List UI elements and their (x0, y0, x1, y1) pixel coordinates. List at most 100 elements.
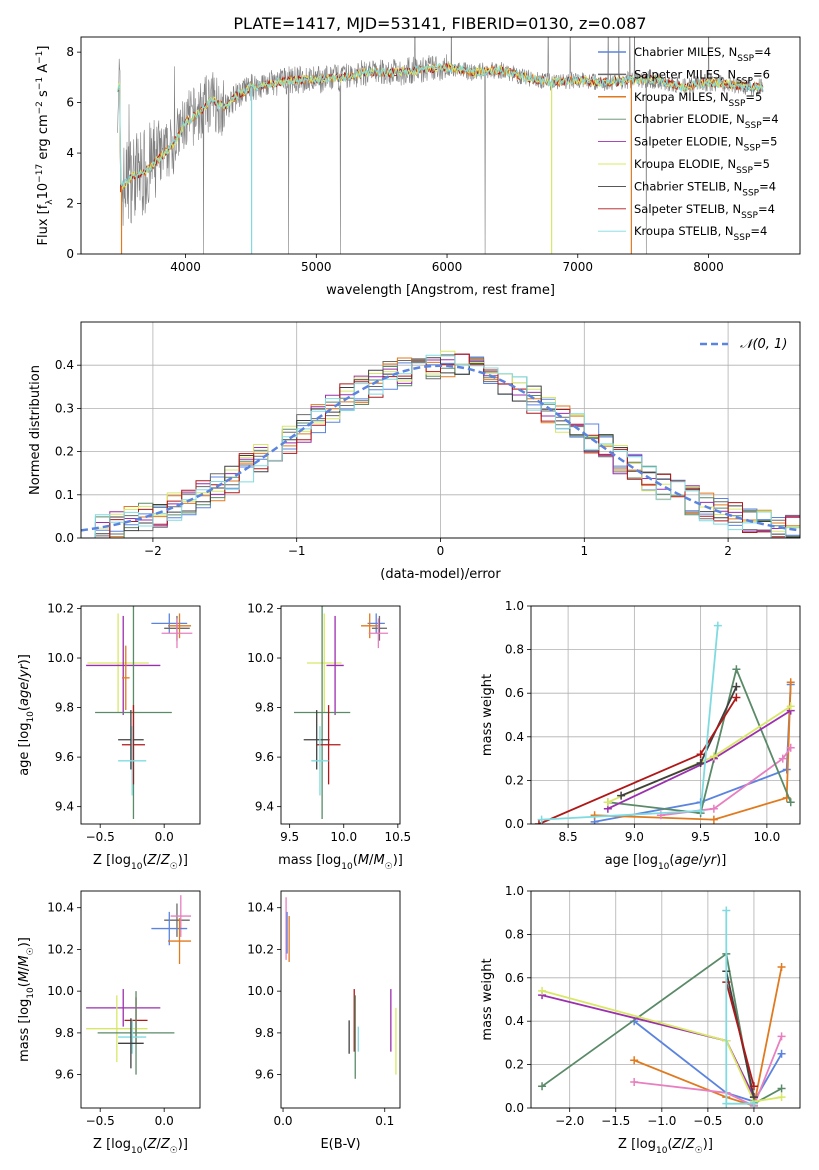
axes-frame (280, 890, 401, 1109)
x-tick-label: 2 (724, 544, 732, 558)
y-tick-label: 1.0 (505, 599, 524, 613)
legend-entry: Salpeter ELODIE, NSSP=5 (634, 135, 777, 154)
y-tick-label: 0.1 (55, 488, 74, 502)
weight-marker (777, 1049, 786, 1058)
x-tick-label: 8.5 (559, 830, 578, 844)
x-axis-label: mass [log10(M/M☉)] (278, 853, 403, 872)
weight-marker (786, 798, 795, 807)
y-tick-label: 10.0 (47, 984, 74, 998)
legend-entry: Salpeter STELIB, NSSP=4 (634, 202, 775, 221)
y-axis-label: Normed distribution (28, 365, 43, 495)
x-tick-label: 9.0 (625, 830, 644, 844)
x-tick-label: −2.0 (555, 1114, 584, 1128)
y-tick-label: 10.2 (47, 942, 74, 956)
weight-marker (617, 791, 626, 800)
y-tick-label: 9.6 (55, 1068, 74, 1082)
x-tick-label: 0.1 (375, 1114, 394, 1128)
weight-marker (732, 665, 741, 674)
weight-series (633, 966, 783, 1107)
weight-marker (749, 1099, 758, 1108)
weight-series (541, 989, 782, 1103)
y-tick-label: 0.0 (505, 817, 524, 831)
weight-marker (777, 1032, 786, 1041)
weight-series (541, 952, 783, 1106)
axes-frame (80, 605, 201, 825)
weight-marker (732, 682, 741, 691)
x-tick-label: 10.0 (754, 830, 781, 844)
weight-marker (538, 986, 547, 995)
weight-series (607, 709, 792, 810)
weight-marker (696, 758, 705, 767)
x-tick-label: 7000 (562, 260, 593, 274)
y-axis-label: mass weight (480, 958, 495, 1040)
axes-frame (530, 605, 801, 825)
axes-frame (80, 890, 201, 1109)
y-tick-label: 10.0 (247, 651, 274, 665)
spectrum-lines (117, 37, 764, 254)
weight-marker (696, 806, 705, 815)
y-tick-label: 2 (66, 197, 74, 211)
x-axis-label: Z [log10(Z/Z☉)] (93, 853, 188, 872)
weight-marker (590, 811, 599, 820)
weight-marker (709, 815, 718, 824)
legend-entry: Chabrier ELODIE, NSSP=4 (634, 112, 779, 131)
x-tick-label: −2 (144, 544, 162, 558)
y-tick-label: 8 (66, 45, 74, 59)
y-tick-label: 9.6 (55, 750, 74, 764)
x-axis-label: age [log10(age/yr)] (605, 853, 727, 872)
model-spectrum (117, 63, 764, 187)
weight-marker (709, 804, 718, 813)
y-tick-label: 0.8 (505, 927, 524, 941)
weight-series (633, 1020, 783, 1103)
x-tick-label: −1 (288, 544, 306, 558)
y-tick-label: 0.2 (505, 1058, 524, 1072)
y-axis-label: mass weight (480, 674, 495, 756)
x-tick-label: 1 (580, 544, 588, 558)
x-tick-label: −0.5 (86, 1114, 115, 1128)
x-axis-label: (data-model)/error (380, 567, 501, 582)
weight-marker (786, 743, 795, 752)
y-tick-label: 0.2 (505, 773, 524, 787)
y-tick-label: 10.0 (247, 984, 274, 998)
weight-marker (538, 1082, 547, 1091)
weight-marker (778, 754, 787, 763)
x-tick-label: 0.0 (744, 1114, 763, 1128)
weight-series (594, 682, 792, 821)
weight-marker (713, 621, 722, 630)
legend-entry: Chabrier MILES, NSSP=4 (634, 45, 771, 64)
x-tick-label: 0 (437, 544, 445, 558)
weight-marker (777, 962, 786, 971)
y-tick-label: 0.0 (505, 1101, 524, 1115)
weight-marker (696, 750, 705, 759)
errorbars (86, 895, 192, 1075)
y-tick-label: 10.4 (47, 901, 74, 915)
weight-series (725, 981, 755, 1087)
y-tick-label: 6 (66, 96, 74, 110)
y-tick-label: 10.4 (247, 901, 274, 915)
axes-frame (530, 890, 801, 1109)
weight-marker (749, 1082, 758, 1091)
y-tick-label: 9.4 (55, 800, 74, 814)
weight-marker (722, 1099, 731, 1108)
x-tick-label: −1.0 (647, 1114, 676, 1128)
weight-marker (630, 1077, 639, 1086)
x-tick-label: 8000 (693, 260, 724, 274)
y-tick-label: 10.2 (247, 601, 274, 615)
y-tick-label: 10.2 (247, 942, 274, 956)
y-tick-label: 9.8 (255, 1026, 274, 1040)
legend-entry: Kroupa ELODIE, NSSP=5 (634, 157, 770, 176)
x-tick-label: 6000 (432, 260, 463, 274)
axes-frame (280, 605, 401, 825)
y-tick-label: 0.4 (505, 730, 524, 744)
y-tick-label: 9.6 (255, 750, 274, 764)
x-tick-label: −0.5 (86, 830, 115, 844)
weight-marker (777, 1084, 786, 1093)
y-tick-label: 0.4 (505, 1014, 524, 1028)
weight-series (634, 1036, 783, 1108)
y-tick-label: 0.4 (55, 358, 74, 372)
y-tick-label: 4 (66, 146, 74, 160)
weight-marker (722, 906, 731, 915)
y-tick-label: 0 (66, 247, 74, 261)
x-tick-label: 4000 (170, 260, 201, 274)
